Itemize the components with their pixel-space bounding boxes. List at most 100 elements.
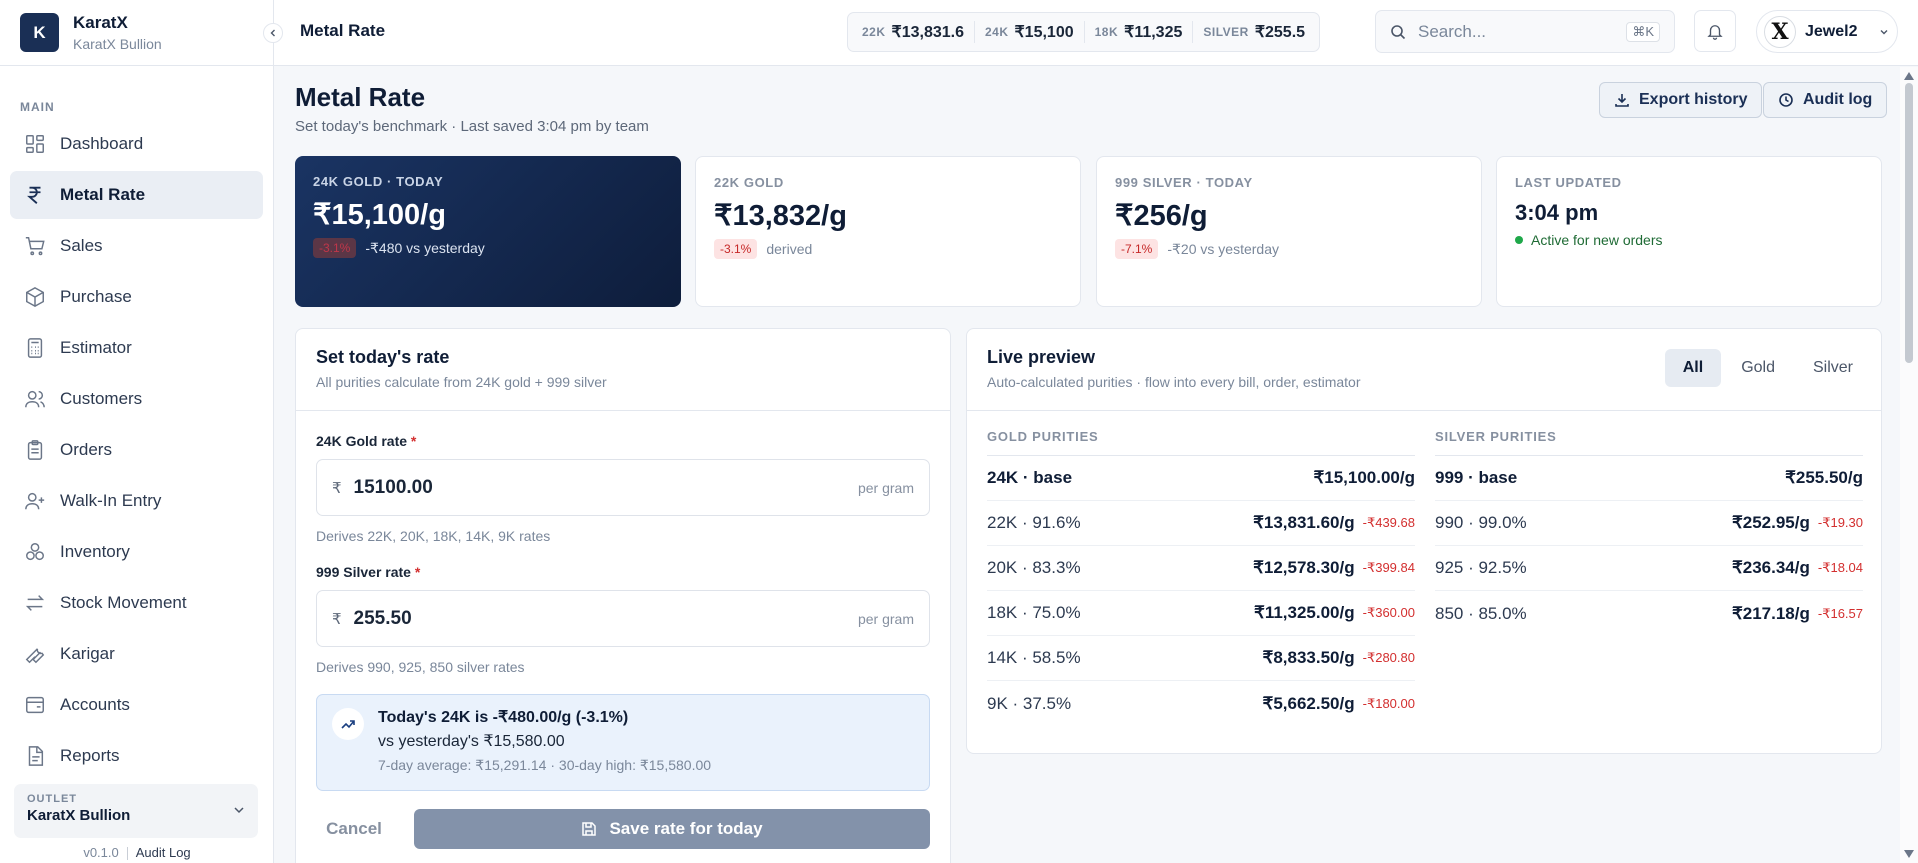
audit-log-label: Audit log [1803,91,1873,108]
sidebar-item-walk-in-entry[interactable]: Walk-In Entry [10,477,263,525]
sidebar-item-orders[interactable]: Orders [10,426,263,474]
sidebar-item-accounts[interactable]: Accounts [10,681,263,729]
gold-purities-header: GOLD PURITIES [987,429,1415,456]
sidebar-item-label: Purchase [60,287,132,306]
panel-subtitle: All purities calculate from 24K gold + 9… [316,374,607,390]
change-badge: -3.1% [714,239,758,259]
export-history-button[interactable]: Export history [1599,82,1763,118]
callout-headline: Today's 24K is -₹480.00/g (-3.1%) [378,709,629,726]
stat-note: derived [766,241,813,257]
tab-all[interactable]: All [1664,349,1722,387]
stat-label: 22K GOLD [714,175,784,190]
user-menu[interactable]: X Jewel2 [1756,10,1898,53]
brand-logo[interactable]: K [20,13,59,52]
gold-rate-label: 24K Gold rate * [316,433,417,449]
audit-log-button[interactable]: Audit log [1763,82,1888,118]
stat-value: ₹13,832/g [714,200,847,232]
purity-row: 18K · 75.0% ₹11,325.00/g -₹360.00 [987,591,1415,636]
stat-value: 3:04 pm [1515,200,1599,225]
dashboard-icon [26,135,44,153]
sidebar-item-dashboard[interactable]: Dashboard [10,120,263,168]
sidebar-item-label: Reports [60,746,120,765]
search-placeholder: Search... [1418,21,1487,41]
silver-rate-hint: Derives 990, 925, 850 silver rates [316,659,525,675]
chevron-down-icon [1880,29,1888,34]
stat-label: LAST UPDATED [1515,175,1622,190]
clipboard-icon [27,440,43,460]
sidebar-item-karigar[interactable]: Karigar [10,630,263,678]
stat-value: ₹256/g [1115,200,1208,232]
stat-card-22k-gold: 22K GOLD ₹13,832/g -3.1% derived [695,156,1081,307]
ticker-item: 24K ₹15,100 [975,21,1085,43]
gold-rate-input[interactable]: ₹ 15100.00 per gram [316,459,930,516]
tab-gold[interactable]: Gold [1741,359,1775,376]
sidebar-item-label: Dashboard [60,134,144,153]
cancel-button[interactable]: Cancel [326,819,382,838]
audit-log-link[interactable]: Audit Log [135,845,191,860]
silver-purities-header: SILVER PURITIES [1435,429,1863,456]
change-badge: -3.1% [313,238,357,258]
user-plus-icon [25,492,45,510]
package-icon [26,286,44,308]
sidebar-item-estimator[interactable]: Estimator [10,324,263,372]
scroll-down-icon[interactable] [1904,850,1914,858]
stat-card-last-updated: LAST UPDATED 3:04 pm Active for new orde… [1496,156,1882,307]
sidebar-item-stock-movement[interactable]: Stock Movement [10,579,263,627]
page-title: Metal Rate [295,82,426,112]
calculator-icon [27,338,43,358]
stat-note: -₹20 vs yesterday [1167,240,1279,257]
rate-change-callout: Today's 24K is -₹480.00/g (-3.1%) vs yes… [316,694,930,791]
collapse-sidebar-button[interactable] [263,23,283,43]
stat-label: 999 SILVER · TODAY [1115,175,1253,190]
silver-rate-input[interactable]: ₹ 255.50 per gram [316,590,930,647]
panel-title: Live preview [987,347,1096,367]
purity-row: 14K · 58.5% ₹8,833.50/g -₹280.80 [987,636,1415,681]
outlet-label: OUTLET [27,793,77,805]
page-subtitle: Set today's benchmark · Last saved 3:04 … [295,118,649,135]
ticker-item: 22K ₹13,831.6 [852,21,975,43]
ticker-value: ₹255.5 [1254,24,1306,41]
wrench-icon [25,648,45,664]
sidebar-nav: Dashboard Metal Rate Sales Purchase Esti… [0,120,273,780]
sidebar-item-label: Inventory [60,542,130,561]
save-rate-button[interactable]: Save rate for today [414,809,930,849]
sidebar-item-label: Karigar [60,644,115,663]
page-scrollbar[interactable] [1900,67,1918,863]
sidebar-item-reports[interactable]: Reports [10,732,263,780]
sidebar-item-purchase[interactable]: Purchase [10,273,263,321]
report-icon [28,746,44,766]
stat-card-24k-gold: 24K GOLD · TODAY ₹15,100/g -3.1% -₹480 vs… [295,156,681,307]
silver-rate-label: 999 Silver rate * [316,564,421,580]
clock-icon [1779,93,1793,107]
purity-row: 9K · 37.5% ₹5,662.50/g -₹180.00 [987,693,1415,713]
export-history-label: Export history [1639,91,1748,108]
sidebar-item-inventory[interactable]: Inventory [10,528,263,576]
sidebar-item-metal-rate[interactable]: Metal Rate [10,171,263,219]
search-input[interactable]: Search... ⌘K [1375,10,1675,53]
app-version: v0.1.0 [83,845,119,860]
ticker-value: ₹13,831.6 [891,24,964,41]
sidebar-footer: v0.1.0 Audit Log [0,845,274,861]
notifications-button[interactable] [1694,10,1736,52]
topbar-title: Metal Rate [300,21,386,40]
sidebar-item-sales[interactable]: Sales [10,222,263,270]
set-rate-panel: Set today's rate All purities calculate … [295,328,951,863]
unit-label: per gram [857,479,914,496]
scroll-up-icon[interactable] [1904,72,1914,80]
change-badge: -7.1% [1115,239,1159,259]
save-rate-label: Save rate for today [609,819,763,838]
scrollbar-thumb[interactable] [1905,83,1913,363]
user-name: Jewel2 [1805,22,1858,40]
status-text: Active for new orders [1531,232,1663,248]
gold-purities: GOLD PURITIES 24K · base ₹15,100.00/g 22K… [987,429,1415,726]
purity-row: 999 · base ₹255.50/g [1435,456,1863,501]
panel-title: Set today's rate [316,347,450,367]
outlet-selector[interactable]: OUTLET KaratX Bullion [14,784,258,838]
status-dot [1515,236,1523,244]
sidebar-item-label: Customers [60,389,143,408]
ticker-item: SILVER ₹255.5 [1193,21,1315,43]
stat-label: 24K GOLD · TODAY [313,174,444,189]
sidebar-item-label: Metal Rate [60,185,146,204]
tab-silver[interactable]: Silver [1812,359,1853,376]
sidebar-item-customers[interactable]: Customers [10,375,263,423]
